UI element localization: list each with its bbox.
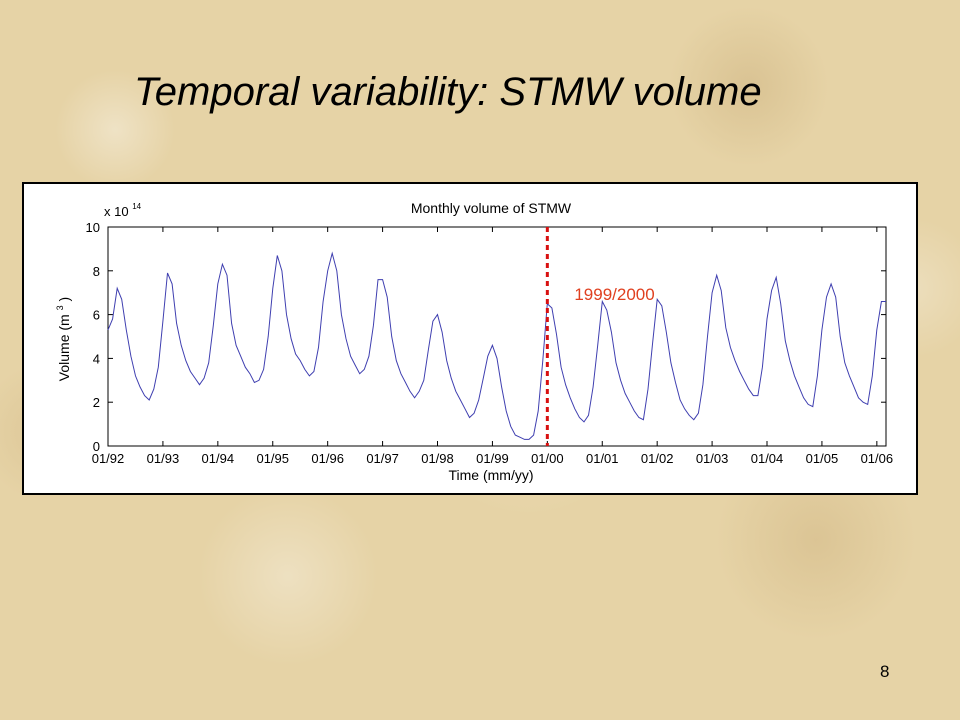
plot-axes [107, 226, 887, 447]
plot-frame [107, 226, 887, 447]
chart-figure: Monthly volume of STMW 0 2 4 6 8 10 01/92 01/9… [22, 182, 918, 495]
x-tick-label: 01/01 [586, 451, 619, 466]
x-tick-label: 01/94 [202, 451, 235, 466]
x-tick-label: 01/00 [531, 451, 564, 466]
y-multiplier-base: x 10 [104, 204, 129, 219]
y-axis-label-close: ) [56, 297, 72, 302]
x-tick-label: 01/06 [861, 451, 894, 466]
y-axis-label-sup: 3 [55, 305, 65, 310]
x-axis-ticks: 01/92 01/93 01/94 01/95 01/96 01/97 01/98 01/99… [92, 227, 893, 466]
x-tick-label: 01/02 [641, 451, 674, 466]
y-tick-label: 2 [93, 395, 100, 410]
y-tick-label: 10 [86, 220, 100, 235]
y-axis-label-base: Volume (m [56, 314, 72, 381]
slide-title: Temporal variability: STMW volume [134, 70, 762, 114]
y-multiplier-exponent: 14 [132, 202, 141, 211]
x-tick-label: 01/05 [806, 451, 839, 466]
annotation-label: 1999/2000 [574, 285, 654, 304]
x-tick-label: 01/04 [751, 451, 784, 466]
x-tick-label: 01/98 [421, 451, 454, 466]
y-axis-label: Volume (m 3 ) [50, 297, 72, 381]
page-number: 8 [880, 662, 890, 681]
y-tick-label: 4 [93, 351, 100, 366]
y-tick-label: 0 [93, 439, 100, 454]
x-tick-label: 01/96 [311, 451, 344, 466]
y-tick-label: 8 [93, 264, 100, 279]
x-tick-label: 01/99 [476, 451, 509, 466]
x-axis-label: Time (mm/yy) [448, 467, 533, 483]
x-tick-label: 01/03 [696, 451, 729, 466]
x-tick-label: 01/93 [147, 451, 180, 466]
volume-series-line [107, 251, 886, 440]
x-tick-label: 01/95 [256, 451, 289, 466]
y-axis-ticks: 0 2 4 6 8 10 [86, 220, 886, 454]
chart-title: Monthly volume of STMW [411, 200, 572, 216]
x-tick-label: 01/97 [366, 451, 399, 466]
y-multiplier: x 10 14 [104, 202, 142, 219]
x-tick-label: 01/92 [92, 451, 125, 466]
y-tick-label: 6 [93, 308, 100, 323]
